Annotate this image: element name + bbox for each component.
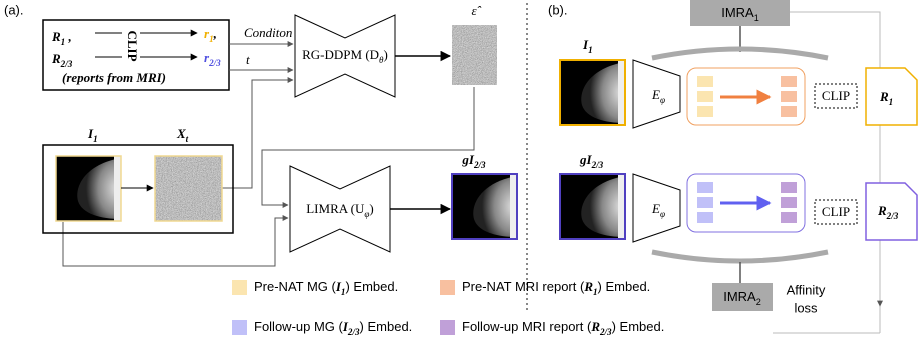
t: Pre-NAT MG ( — [254, 279, 337, 294]
connector — [63, 218, 288, 266]
xt-label: Xt — [176, 126, 189, 144]
t: 2/3 — [591, 160, 604, 170]
page: {"panel_a": { "label": "(a).", "r1_input… — [0, 0, 919, 345]
t: gI — [579, 152, 593, 167]
t: ) — [369, 201, 373, 216]
diagram: (a). R1 , R2/3 CLIP r1, r2/3 (reports fr… — [0, 0, 919, 345]
t: 2/3 — [208, 58, 221, 68]
t-label: t — [246, 52, 250, 67]
arc — [652, 49, 828, 58]
t: IMRA — [723, 289, 756, 304]
mammogram — [56, 156, 121, 221]
gi23-label: gI2/3 — [579, 152, 604, 170]
condition-label: Conditon — [244, 25, 292, 40]
panel-label: (b). — [548, 2, 568, 17]
t: , — [213, 26, 217, 41]
r1-output: r1, — [204, 26, 217, 44]
embed — [781, 212, 797, 223]
embed — [781, 182, 797, 193]
embed — [697, 76, 713, 87]
affinity-loss: loss — [794, 300, 818, 315]
t: Follow-up MRI report ( — [462, 319, 592, 334]
t: φ — [660, 209, 665, 219]
generated-image — [560, 174, 625, 239]
t: 1 — [754, 13, 759, 23]
t: RG-DDPM (D — [302, 47, 379, 62]
t: 1 — [588, 45, 593, 55]
legend-swatch — [440, 280, 455, 295]
t: R — [583, 279, 593, 294]
t: E — [651, 201, 660, 216]
r23-output: r2/3 — [204, 50, 221, 68]
affinity-loss: Affinity — [787, 282, 826, 297]
t: ) Embed. — [598, 279, 651, 294]
t: 2/3 — [60, 59, 73, 69]
r1-input: R1 , — [51, 29, 72, 47]
noise-image — [452, 25, 497, 85]
t: R — [51, 29, 61, 44]
t: X — [176, 126, 186, 141]
legend-entry: Follow-up MRI report (R2/3) Embed. — [462, 319, 664, 337]
t: IMRA — [721, 5, 754, 20]
legend-swatch — [232, 280, 247, 295]
t: 1 — [889, 97, 894, 107]
legend-swatch — [232, 320, 247, 335]
embed — [697, 212, 713, 223]
t: t — [186, 134, 189, 144]
embed — [781, 76, 797, 87]
t: R — [51, 51, 61, 66]
r23-input: R2/3 — [51, 51, 73, 69]
t: ) Embed. — [345, 279, 398, 294]
legend-entry: Pre-NAT MG (I1) Embed. — [254, 279, 398, 297]
t: 2/3 — [473, 160, 486, 170]
generated-image — [452, 174, 517, 239]
legend-entry: Follow-up MG (I2/3) Embed. — [254, 319, 412, 337]
t: 2/3 — [599, 327, 612, 337]
epsilon: ε̂ — [471, 3, 481, 18]
t: R — [879, 89, 889, 104]
i1-label: I1 — [87, 126, 98, 144]
t: φ — [660, 95, 665, 105]
legend-entry: Pre-NAT MRI report (R1) Embed. — [462, 279, 650, 297]
clip-label: CLIP — [125, 30, 140, 61]
t: ) Embed. — [612, 319, 665, 334]
gi23-label: gI2/3 — [461, 152, 486, 170]
t: ) Embed. — [360, 319, 413, 334]
t: R — [590, 319, 600, 334]
t: R — [877, 203, 887, 218]
clip-top: CLIP — [822, 88, 850, 103]
t: 1 — [93, 134, 98, 144]
i1-label: I1 — [582, 37, 593, 55]
mammogram — [560, 60, 625, 125]
arc — [652, 252, 828, 261]
panel-label: (a). — [4, 2, 24, 17]
embed — [697, 106, 713, 117]
embed — [781, 106, 797, 117]
reports-note: (reports from MRI) — [62, 70, 166, 85]
legend-swatch — [440, 320, 455, 335]
noisy-image — [155, 156, 222, 221]
embed — [781, 91, 797, 102]
t: Pre-NAT MRI report ( — [462, 279, 585, 294]
t: LIMRA (U — [306, 201, 365, 216]
clip-bottom: CLIP — [822, 204, 850, 219]
t: , — [65, 29, 72, 44]
t: gI — [461, 152, 475, 167]
embed — [697, 182, 713, 193]
t: 2 — [756, 297, 761, 307]
embed — [697, 197, 713, 208]
embed — [697, 91, 713, 102]
t: 2/3 — [347, 327, 360, 337]
t: 2/3 — [886, 211, 899, 221]
t: E — [651, 87, 660, 102]
t: Follow-up MG ( — [254, 319, 344, 334]
embed — [781, 197, 797, 208]
t: ) — [384, 47, 388, 62]
